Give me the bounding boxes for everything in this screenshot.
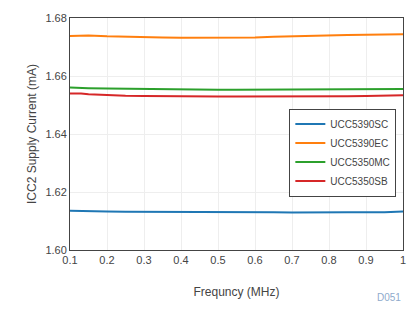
svg-text:0.2: 0.2 (99, 254, 114, 266)
svg-text:0.4: 0.4 (173, 254, 188, 266)
svg-text:UCC5350MC: UCC5350MC (330, 157, 389, 168)
svg-text:0.3: 0.3 (136, 254, 151, 266)
svg-text:UCC5350SB: UCC5350SB (330, 176, 388, 187)
svg-text:0.6: 0.6 (247, 254, 262, 266)
svg-text:0.5: 0.5 (210, 254, 225, 266)
svg-text:1.68: 1.68 (45, 12, 66, 24)
svg-text:0.9: 0.9 (358, 254, 373, 266)
svg-text:UCC5390EC: UCC5390EC (330, 138, 388, 149)
svg-text:0.1: 0.1 (62, 254, 77, 266)
svg-text:ICC2 Supply Current (mA): ICC2 Supply Current (mA) (25, 64, 39, 204)
svg-text:0.8: 0.8 (321, 254, 336, 266)
svg-text:UCC5390SC: UCC5390SC (330, 119, 388, 130)
svg-text:1: 1 (400, 254, 406, 266)
svg-text:1.64: 1.64 (45, 128, 66, 140)
svg-text:1.60: 1.60 (45, 244, 66, 256)
svg-text:D051: D051 (377, 292, 401, 303)
svg-text:Frequncy (MHz): Frequncy (MHz) (193, 285, 279, 299)
svg-text:0.7: 0.7 (284, 254, 299, 266)
svg-text:1.62: 1.62 (45, 186, 66, 198)
svg-text:1.66: 1.66 (45, 70, 66, 82)
